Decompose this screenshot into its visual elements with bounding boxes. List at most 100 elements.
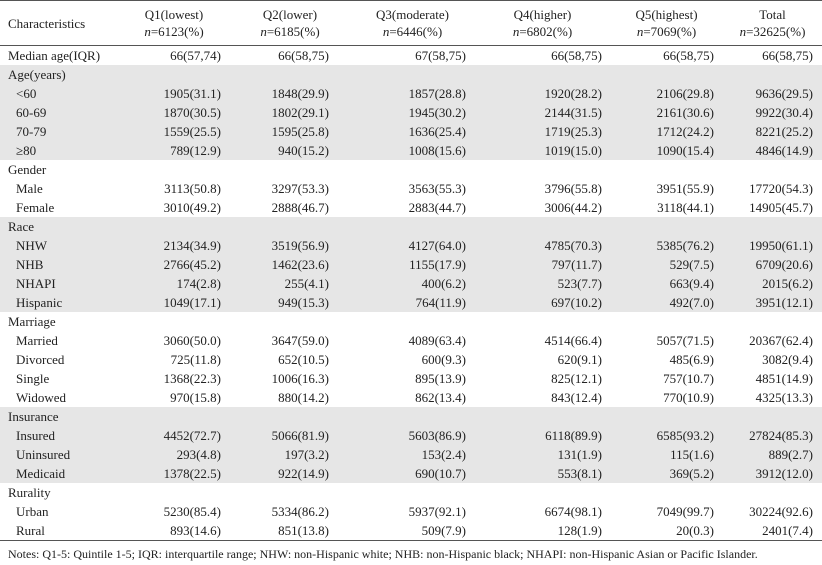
cell: 1090(15.4) [610, 141, 723, 160]
column-name: Q3(moderate) [376, 7, 449, 22]
cell: 485(6.9) [669, 351, 714, 367]
cell: 690(10.7) [350, 464, 475, 483]
cell: 1019(15.0) [475, 141, 610, 160]
cell: 970(15.8) [170, 389, 221, 405]
cell: 940(15.2) [230, 141, 350, 160]
group-title: Rurality [8, 484, 51, 500]
cell: 757(10.7) [663, 370, 714, 386]
cell: 3563(55.3) [408, 180, 466, 196]
cell: 5066(81.9) [230, 426, 350, 445]
data-row: Widowed 970(15.8) 880(14.2) 862(13.4) 843(12… [0, 388, 822, 407]
cell: 652(10.5) [278, 351, 329, 367]
column-header: Q5(highest) n=7069(%) [610, 0, 723, 46]
cell: 3912(12.0) [723, 464, 822, 483]
cell: 6585(93.2) [610, 426, 723, 445]
cell: 3796(55.8) [544, 180, 602, 196]
column-n: n=32625(%) [739, 24, 806, 39]
column-header: Q1(lowest) n=6123(%) [118, 0, 230, 46]
group-title: Gender [8, 161, 47, 177]
data-row: Divorced 725(11.8) 652(10.5) 600(9.3) 620(9.… [0, 350, 822, 369]
cell: 8221(25.2) [723, 122, 822, 141]
cell: 889(2.7) [723, 445, 822, 464]
cell: 949(15.3) [230, 293, 350, 312]
cell: 6674(98.1) [544, 503, 602, 519]
group-title: Race [0, 217, 822, 236]
cell: 4846(14.9) [723, 141, 822, 160]
cell: 922(14.9) [230, 464, 350, 483]
cell: 895(13.9) [415, 370, 466, 386]
row-label: Married [16, 332, 58, 348]
column-header: Q3(moderate) n=6446(%) [350, 0, 475, 46]
cell: 1802(29.1) [230, 103, 350, 122]
data-row: NHAPI 174(2.8) 255(4.1) 400(6.2) 523(7.7) 663… [0, 274, 822, 293]
cell: 893(14.6) [118, 521, 230, 541]
data-row: NHW 2134(34.9) 3519(56.9) 4127(64.0) 4785(70… [0, 236, 822, 255]
cell: 1378(22.5) [118, 464, 230, 483]
cell: 14905(45.7) [749, 199, 813, 215]
cell: 131(1.9) [475, 445, 610, 464]
cell: 1636(25.4) [350, 122, 475, 141]
header-row: Characteristics Q1(lowest) n=6123(%) Q2(lo… [0, 0, 822, 46]
group-row: Insurance [0, 407, 822, 426]
data-row: Insured 4452(72.7) 5066(81.9) 5603(86.9) 611… [0, 426, 822, 445]
row-label: Rural [0, 521, 118, 541]
cell: 6118(89.9) [475, 426, 610, 445]
cell: 3118(44.1) [657, 199, 714, 215]
cell: 2106(29.8) [610, 84, 723, 103]
cell: 3006(44.2) [544, 199, 602, 215]
row-label: Female [16, 199, 55, 215]
cell: 825(12.1) [551, 370, 602, 386]
cell: 67(58,75) [415, 47, 466, 63]
row-label: NHW [0, 236, 118, 255]
cell: 1008(15.6) [350, 141, 475, 160]
cell: 1368(22.3) [163, 370, 221, 386]
cell: 843(12.4) [551, 389, 602, 405]
cell: 27824(85.3) [723, 426, 822, 445]
cell: 2134(34.9) [118, 236, 230, 255]
cell: 553(8.1) [475, 464, 610, 483]
cell: 1945(30.2) [350, 103, 475, 122]
group-title: Age(years) [0, 65, 822, 84]
row-label: Median age(IQR) [8, 47, 101, 63]
cell: 663(9.4) [610, 274, 723, 293]
cell: 2883(44.7) [408, 199, 466, 215]
cell: 764(11.9) [350, 293, 475, 312]
group-title: Marriage [8, 313, 56, 329]
cell: 66(58,75) [278, 47, 329, 63]
cell: 5334(86.2) [271, 503, 329, 519]
column-n: n=6185(%) [260, 24, 320, 39]
table-body: Median age(IQR) 66(57,74) 66(58,75) 67(58,7… [0, 46, 822, 541]
cell: 1155(17.9) [350, 255, 475, 274]
data-row: Uninsured 293(4.8) 197(3.2) 153(2.4) 131(1.9… [0, 445, 822, 464]
data-row: Male 3113(50.8) 3297(53.3) 3563(55.3) 3796(5… [0, 179, 822, 198]
column-name: Q4(higher) [513, 7, 572, 22]
cell: 1719(25.3) [475, 122, 610, 141]
cell: 255(4.1) [230, 274, 350, 293]
cell: 797(11.7) [475, 255, 610, 274]
cell: 1462(23.6) [230, 255, 350, 274]
cell: 19950(61.1) [723, 236, 822, 255]
column-n: n=6123(%) [144, 24, 204, 39]
cell: 789(12.9) [118, 141, 230, 160]
cell: 2161(30.6) [610, 103, 723, 122]
cell: 1712(24.2) [610, 122, 723, 141]
cell: 509(7.9) [350, 521, 475, 541]
cell: 2144(31.5) [475, 103, 610, 122]
data-row: Rural 893(14.6) 851(13.8) 509(7.9) 128(1.9) 2… [0, 521, 822, 541]
cell: 66(58,75) [762, 47, 813, 63]
group-row: Race [0, 217, 822, 236]
row-label: Male [16, 180, 43, 196]
cell: 3297(53.3) [271, 180, 329, 196]
cell: 523(7.7) [475, 274, 610, 293]
cell: 66(57,74) [170, 47, 221, 63]
group-row: Marriage [0, 312, 822, 331]
cell: 600(9.3) [421, 351, 466, 367]
cell: 3113(50.8) [164, 180, 221, 196]
column-name: Q1(lowest) [144, 7, 204, 22]
cell: 697(10.2) [475, 293, 610, 312]
cell: 2766(45.2) [118, 255, 230, 274]
cell: 17720(54.3) [749, 180, 813, 196]
cell: 5385(76.2) [610, 236, 723, 255]
cell: 1559(25.5) [118, 122, 230, 141]
cell: 128(1.9) [475, 521, 610, 541]
